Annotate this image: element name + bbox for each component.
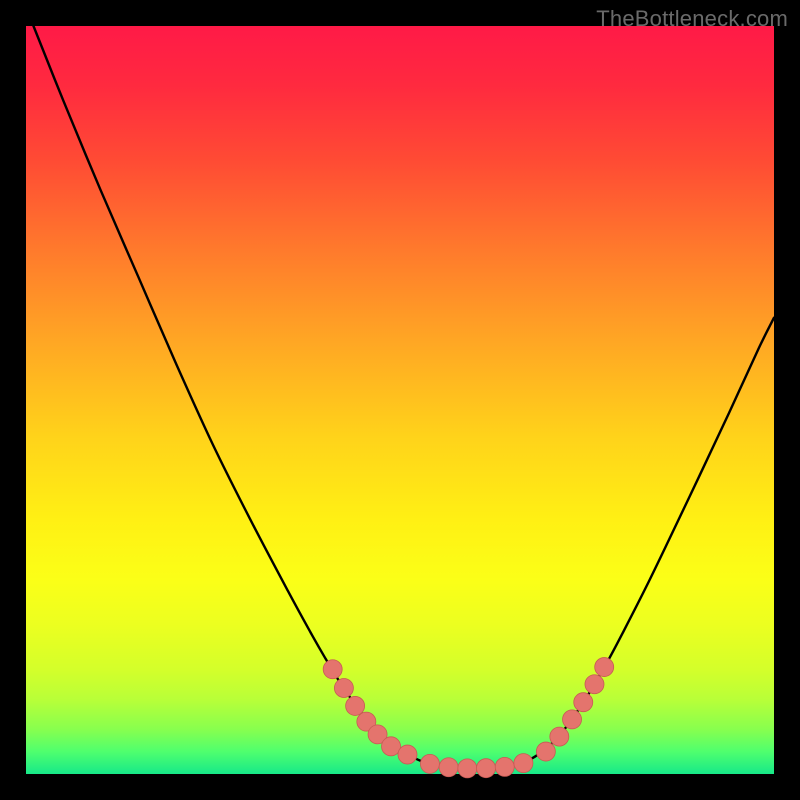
marker-dot [574,693,593,712]
marker-dot [477,759,496,778]
marker-dot [439,758,458,777]
marker-dot [398,745,417,764]
marker-dot [382,737,401,756]
chart-stage: TheBottleneck.com [0,0,800,800]
marker-dot [323,660,342,679]
chart-background [26,26,774,774]
watermark-text: TheBottleneck.com [596,6,788,32]
bottleneck-curve-chart [0,0,800,800]
marker-dot [420,754,439,773]
marker-dot [536,742,555,761]
marker-dot [595,658,614,677]
marker-dot [585,675,604,694]
marker-dot [550,727,569,746]
marker-dot [495,757,514,776]
marker-dot [563,710,582,729]
marker-dot [346,696,365,715]
marker-dot [514,754,533,773]
marker-dot [458,759,477,778]
marker-dot [334,678,353,697]
